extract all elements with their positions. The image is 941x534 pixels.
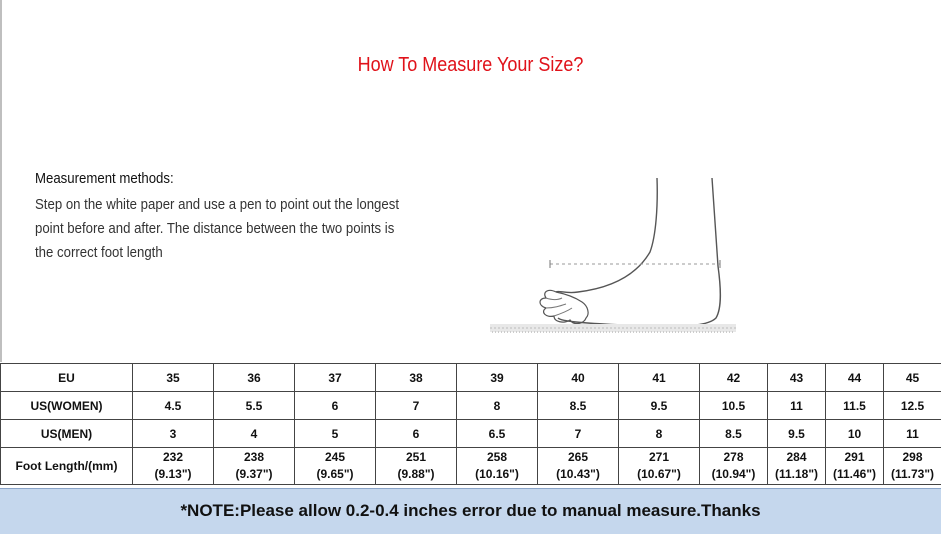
table-cell: 12.5	[884, 392, 941, 420]
table-cell: 7	[538, 420, 619, 448]
table-cell: 284(11.18")	[768, 448, 826, 485]
table-cell: 44	[826, 364, 884, 392]
foot-length-mm: 251	[376, 449, 456, 466]
left-border	[0, 0, 2, 362]
table-cell: 291(11.46")	[826, 448, 884, 485]
row-label: US(MEN)	[1, 420, 133, 448]
foot-length-mm: 238	[214, 449, 294, 466]
foot-length-inches: (10.43")	[538, 466, 618, 483]
table-cell: 10.5	[700, 392, 768, 420]
foot-length-inches: (9.88")	[376, 466, 456, 483]
table-cell: 271(10.67")	[619, 448, 700, 485]
foot-length-inches: (10.16")	[457, 466, 537, 483]
foot-length-mm: 258	[457, 449, 537, 466]
table-cell: 11	[884, 420, 941, 448]
table-cell: 278(10.94")	[700, 448, 768, 485]
foot-length-inches: (11.73")	[884, 466, 941, 483]
table-cell: 4	[214, 420, 295, 448]
foot-length-mm: 271	[619, 449, 699, 466]
table-cell: 232(9.13")	[133, 448, 214, 485]
table-cell: 6	[295, 392, 376, 420]
foot-measure-icon	[486, 176, 740, 340]
table-cell: 40	[538, 364, 619, 392]
table-cell: 298(11.73")	[884, 448, 941, 485]
table-cell: 11	[768, 392, 826, 420]
table-cell: 45	[884, 364, 941, 392]
table-cell: 258(10.16")	[457, 448, 538, 485]
table-cell: 3	[133, 420, 214, 448]
row-label: Foot Length/(mm)	[1, 448, 133, 485]
foot-length-inches: (10.94")	[700, 466, 767, 483]
row-label: EU	[1, 364, 133, 392]
table-cell: 9.5	[768, 420, 826, 448]
table-cell: 43	[768, 364, 826, 392]
foot-length-mm: 245	[295, 449, 375, 466]
method-description: Step on the white paper and use a pen to…	[35, 193, 405, 265]
table-row: Foot Length/(mm)232(9.13")238(9.37")245(…	[1, 448, 941, 485]
foot-length-mm: 298	[884, 449, 941, 466]
table-cell: 36	[214, 364, 295, 392]
table-cell: 42	[700, 364, 768, 392]
table-cell: 8.5	[700, 420, 768, 448]
table-cell: 39	[457, 364, 538, 392]
foot-length-mm: 265	[538, 449, 618, 466]
table-cell: 11.5	[826, 392, 884, 420]
foot-length-inches: (9.37")	[214, 466, 294, 483]
table-cell: 5	[295, 420, 376, 448]
table-cell: 4.5	[133, 392, 214, 420]
table-cell: 265(10.43")	[538, 448, 619, 485]
table-cell: 8.5	[538, 392, 619, 420]
foot-length-inches: (10.67")	[619, 466, 699, 483]
method-line: point before and after. The distance bet…	[35, 217, 405, 241]
table-cell: 7	[376, 392, 457, 420]
table-cell: 8	[619, 420, 700, 448]
method-line: Step on the white paper and use a pen to…	[35, 193, 405, 217]
table-cell: 35	[133, 364, 214, 392]
table-cell: 38	[376, 364, 457, 392]
method-heading: Measurement methods:	[35, 170, 174, 187]
foot-length-inches: (11.18")	[768, 466, 825, 483]
note-text: *NOTE:Please allow 0.2-0.4 inches error …	[0, 489, 941, 533]
table-cell: 41	[619, 364, 700, 392]
row-label: US(WOMEN)	[1, 392, 133, 420]
table-cell: 251(9.88")	[376, 448, 457, 485]
table-cell: 8	[457, 392, 538, 420]
method-line: the correct foot length	[35, 241, 405, 265]
table-cell: 6.5	[457, 420, 538, 448]
foot-length-inches: (11.46")	[826, 466, 883, 483]
table-cell: 10	[826, 420, 884, 448]
table-cell: 6	[376, 420, 457, 448]
table-cell: 245(9.65")	[295, 448, 376, 485]
table-cell: 9.5	[619, 392, 700, 420]
table-cell: 37	[295, 364, 376, 392]
foot-length-inches: (9.13")	[133, 466, 213, 483]
foot-length-mm: 291	[826, 449, 883, 466]
page-title: How To Measure Your Size?	[47, 54, 894, 77]
foot-length-mm: 284	[768, 449, 825, 466]
foot-length-mm: 278	[700, 449, 767, 466]
foot-length-mm: 232	[133, 449, 213, 466]
table-cell: 5.5	[214, 392, 295, 420]
table-cell: 238(9.37")	[214, 448, 295, 485]
foot-length-inches: (9.65")	[295, 466, 375, 483]
note-banner: *NOTE:Please allow 0.2-0.4 inches error …	[0, 488, 941, 534]
